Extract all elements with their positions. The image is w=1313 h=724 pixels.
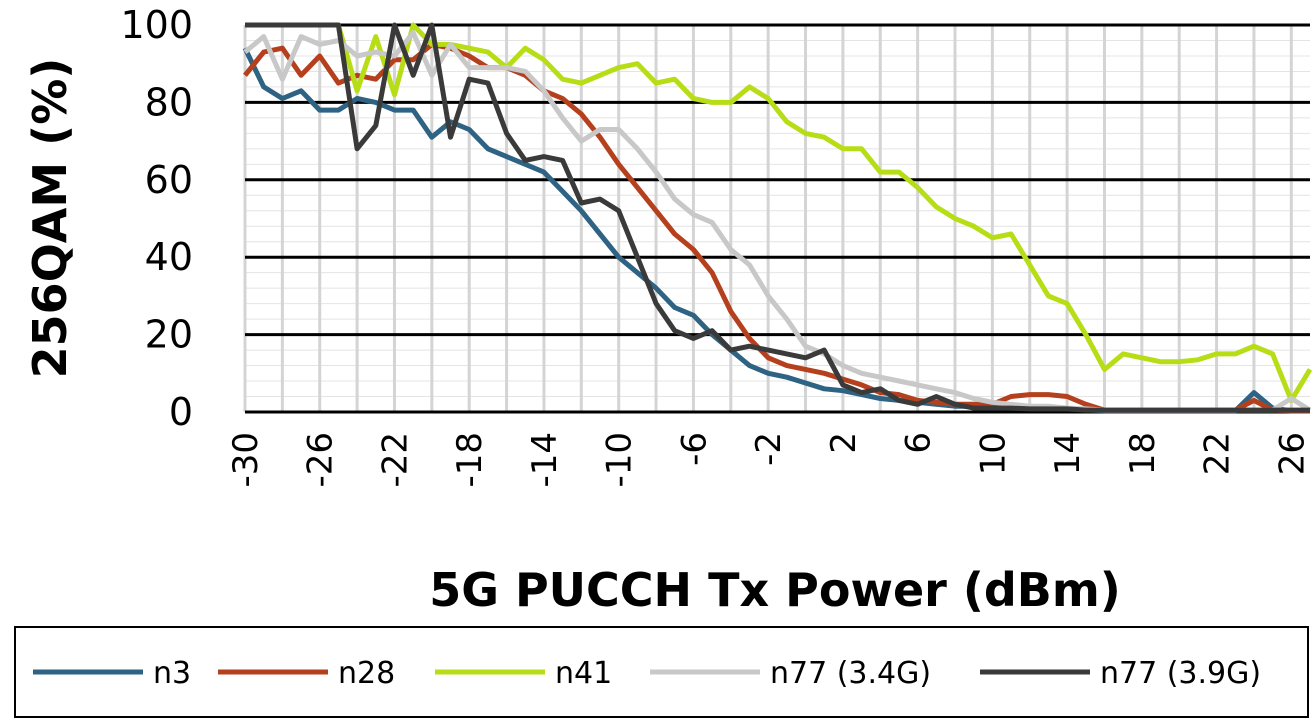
x-tick-label: -2: [749, 432, 789, 466]
legend-label: n3: [153, 656, 191, 691]
x-tick-label: -18: [450, 432, 490, 488]
series-lines: [242, 22, 1313, 414]
y-tick-label: 0: [169, 390, 193, 434]
legend-label: n28: [338, 656, 395, 691]
grid: [243, 23, 1310, 414]
legend-label: n41: [555, 656, 612, 691]
y-tick-label: 80: [145, 80, 193, 124]
y-tick-label: 20: [145, 313, 193, 357]
legend-label: n77 (3.9G): [1100, 656, 1261, 691]
x-tick-label: 22: [1198, 432, 1238, 475]
x-tick-label: 10: [973, 432, 1013, 475]
legend-label: n77 (3.4G): [770, 656, 931, 691]
x-tick-label: -30: [226, 432, 266, 488]
y-axis-ticks: 0 20 40 60 80 100: [120, 3, 193, 434]
x-axis-title: 5G PUCCH Tx Power (dBm): [429, 563, 1121, 617]
legend: n3 n28 n41 n77 (3.4G) n77 (3.9G): [33, 656, 1261, 691]
x-tick-label: 14: [1048, 432, 1088, 475]
series-line-n28: [243, 41, 1310, 414]
y-tick-label: 60: [145, 158, 193, 202]
series-line-n77-3-9g-: [245, 22, 1310, 413]
x-tick-label: -22: [375, 432, 415, 488]
x-axis-ticks: -30 -26 -22 -18 -14 -10 -6 -2 2 6 10 14 18 22 26: [226, 432, 1312, 488]
y-axis-title: 256QAM (%): [23, 58, 77, 379]
x-tick-label: -26: [301, 432, 341, 488]
x-tick-label: -10: [600, 432, 640, 488]
series-line-n41: [245, 22, 1313, 403]
y-tick-label: 100: [120, 3, 193, 47]
x-tick-label: 26: [1272, 432, 1312, 475]
x-tick-label: -6: [674, 432, 714, 466]
x-tick-label: 18: [1123, 432, 1163, 475]
x-tick-label: -14: [525, 432, 565, 488]
x-tick-label: 6: [899, 432, 939, 454]
y-tick-label: 40: [145, 235, 193, 279]
x-tick-label: 2: [824, 432, 864, 454]
